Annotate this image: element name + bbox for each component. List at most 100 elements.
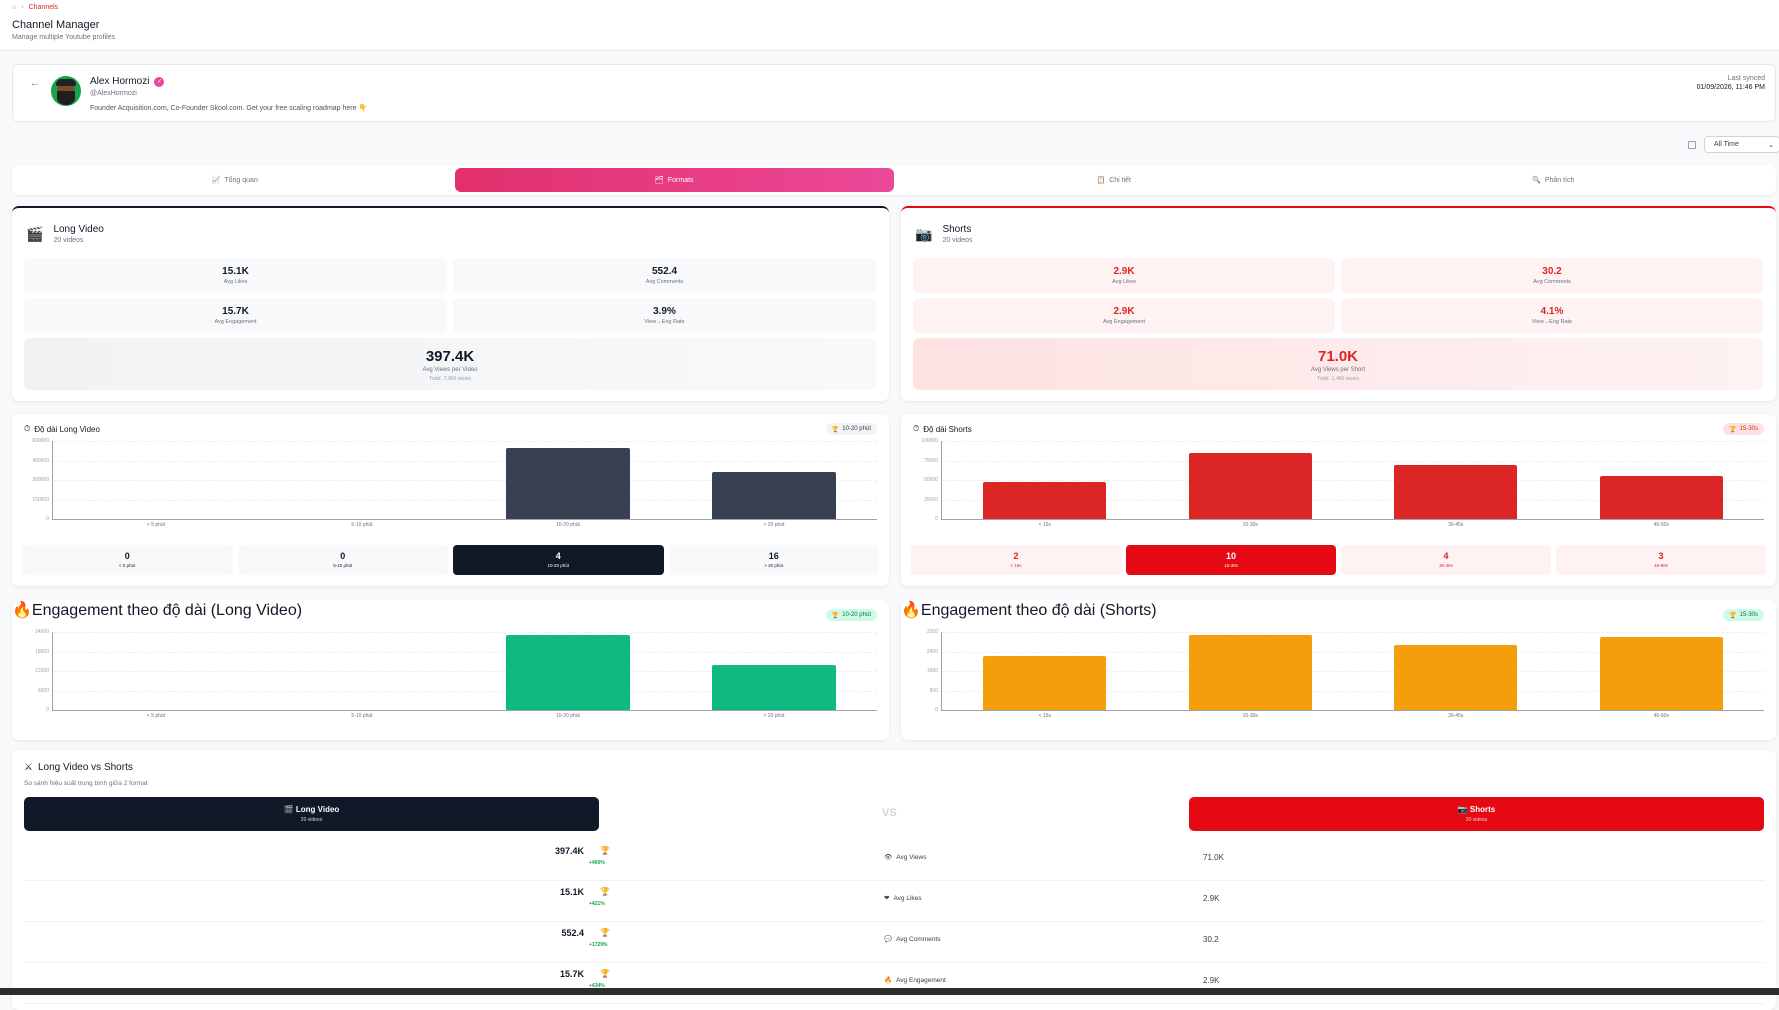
y-tick: 300000 (32, 477, 49, 483)
vs-label: VS (882, 807, 897, 819)
y-tick: 6000 (37, 687, 49, 694)
x-tick: > 20 phút (763, 713, 785, 719)
swords-icon: ⚔ (24, 762, 33, 773)
long-value: 15.1K (559, 887, 584, 897)
bar[interactable] (712, 665, 836, 710)
chart-title: Độ dài Shorts (923, 424, 972, 434)
bucket-count-button[interactable]: 10 15-30s (1126, 545, 1336, 575)
bar[interactable] (1188, 453, 1312, 519)
x-tick: > 20 phút (763, 522, 785, 528)
stat-avg-likes: 2.9K Avg Likes (913, 258, 1335, 293)
camera-icon: 📷 (915, 225, 933, 242)
tab-details[interactable]: 📋 Chi tiết (1096, 176, 1131, 185)
diff-percent: +434% (589, 983, 605, 989)
long-value: 552.4 (561, 928, 584, 938)
bar[interactable] (983, 656, 1107, 710)
x-tick: 5-10 phút (351, 522, 373, 528)
card-title: Shorts (942, 224, 972, 235)
bar-chart: 0 800 1600 2400 3200 < 15s 15-30s 30-45s 45-60s (927, 629, 1764, 719)
tab-analysis[interactable]: 🔍 Phân tích (1532, 176, 1575, 185)
long-video-card: 🎬 Long Video 20 videos 15.1K Avg Likes 552.… (12, 206, 889, 401)
clapper-icon: 🎬 (26, 225, 44, 242)
stopwatch-icon: ⏱ (913, 424, 920, 433)
y-tick: 18000 (35, 648, 49, 655)
stat-avg-comments: 552.4 Avg Comments (453, 258, 876, 293)
metric-label: Avg Likes (893, 894, 922, 902)
stat-avg-comments: 30.2 Avg Comments (1341, 258, 1763, 293)
back-arrow-icon[interactable]: ← (30, 78, 40, 89)
metric-icon: 💬 (884, 936, 893, 943)
bucket-counts: 0 < 5 phút 0 5-10 phút 4 10-20 phút 16 > 20 phú… (22, 545, 879, 575)
stat-avg-engagement: 2.9K Avg Engagement (913, 298, 1335, 333)
metric-label: Avg Engagement (896, 976, 946, 984)
x-tick: < 5 phút (146, 713, 166, 719)
chart-title: Engagement theo độ dài (Shorts) (920, 602, 1157, 619)
x-tick: 45-60s (1653, 713, 1669, 719)
bucket-count-button[interactable]: 2 < 15s (911, 545, 1121, 575)
home-icon[interactable]: ⌂ (12, 4, 17, 11)
page-header: ⌂ › Channels Channel Manager Manage multi… (0, 0, 1779, 51)
bar[interactable] (1394, 644, 1518, 710)
x-tick: 15-30s (1242, 713, 1258, 719)
video-count: 20 videos (53, 237, 84, 244)
tab-formats[interactable]: 🗂 Formats (454, 168, 894, 192)
shorts-header: 📷 Shorts 20 videos (1189, 797, 1764, 831)
time-range-select[interactable]: All Time ⌄ (1704, 136, 1779, 153)
channel-handle: @AlexHormozi (90, 90, 137, 97)
chart-icon: 📈 (211, 177, 221, 184)
y-tick: 75000 (924, 457, 938, 464)
bar[interactable] (506, 447, 630, 519)
top-bucket-badge: 🏆 10-20 phút (825, 609, 877, 621)
shorts-engagement-chart: 🔥Engagement theo độ dài (Shorts) 🏆 15-30s 0… (901, 600, 1776, 740)
bar[interactable] (983, 482, 1107, 519)
bar-chart: 0 150000 300000 450000 600000 < 5 phút 5-10 ph… (32, 438, 877, 528)
calendar-icon (1688, 140, 1696, 149)
folder-icon: 🗂 (654, 177, 664, 184)
y-tick: 12000 (35, 668, 49, 674)
stat-avg-views: 397.4K Avg Views per Video Total: 7.9M vie… (24, 338, 876, 390)
comparison-subtitle: So sánh hiệu suất trung bình giữa 2 form… (24, 780, 148, 787)
stat-eng-rate: 4.1% View→Eng Rate (1341, 298, 1763, 333)
channel-profile-card: ← Alex Hormozi ✓ @AlexHormozi Founder Acq… (12, 64, 1776, 122)
bar[interactable] (1394, 465, 1518, 519)
bar[interactable] (506, 635, 630, 710)
bar[interactable] (1188, 635, 1312, 710)
long-value: 397.4K (554, 846, 584, 856)
bar-chart: 0 6000 12000 18000 24000 < 5 phút 5-10 phút 10-… (35, 629, 877, 719)
top-bucket-badge: 🏆 15-30s (1723, 423, 1764, 435)
diff-percent: +1729% (589, 942, 608, 948)
bucket-count-button[interactable]: 0 < 5 phút (22, 545, 233, 575)
tab-overview[interactable]: 📈 Tổng quan (211, 176, 258, 185)
metric-icon: 👁 (884, 854, 893, 861)
x-tick: 45-60s (1653, 522, 1669, 528)
bucket-counts: 2 < 15s 10 15-30s 4 30-45s 3 45-60s (911, 545, 1766, 575)
y-tick: 150000 (32, 496, 49, 503)
comparison-row: 15.1K 🏆 +421% ❤ Avg Likes 2.9K (24, 881, 1764, 922)
y-tick: 450000 (32, 457, 49, 464)
bucket-count-button[interactable]: 3 45-60s (1556, 545, 1766, 575)
bar[interactable] (1599, 637, 1723, 710)
page-subtitle: Manage multiple Youtube profiles (12, 34, 116, 41)
long-video-header: 🎬 Long Video 20 videos (24, 797, 599, 831)
time-filter: All Time ⌄ (1688, 136, 1779, 153)
comparison-card: ⚔ Long Video vs Shorts So sánh hiệu suất … (12, 750, 1776, 1010)
bucket-count-button[interactable]: 4 10-20 phút (453, 545, 664, 575)
clipboard-icon: 📋 (1096, 177, 1106, 184)
comparison-row: 552.4 🏆 +1729% 💬 Avg Comments 30.2 (24, 922, 1764, 963)
x-tick: 15-30s (1242, 522, 1258, 528)
bucket-count-button[interactable]: 4 30-45s (1341, 545, 1551, 575)
x-tick: 5-10 phút (351, 713, 373, 719)
bar[interactable] (1599, 476, 1723, 519)
breadcrumb: ⌂ › Channels (12, 4, 59, 11)
fire-icon: 🔥 (12, 602, 32, 619)
metric-label: Avg Comments (896, 935, 941, 943)
bucket-count-button[interactable]: 16 > 20 phút (668, 545, 879, 575)
trophy-icon: 🏆 (1729, 426, 1737, 433)
top-bucket-badge: 🏆 10-20 phút (825, 423, 877, 435)
chevron-down-icon: ⌄ (1768, 141, 1774, 149)
bucket-count-button[interactable]: 0 5-10 phút (237, 545, 448, 575)
long-value: 15.7K (559, 969, 584, 979)
comparison-row: 397.4K 🏆 +460% 👁 Avg Views 71.0K (24, 840, 1764, 881)
breadcrumb-channels[interactable]: Channels (28, 4, 59, 11)
bar[interactable] (712, 471, 836, 519)
